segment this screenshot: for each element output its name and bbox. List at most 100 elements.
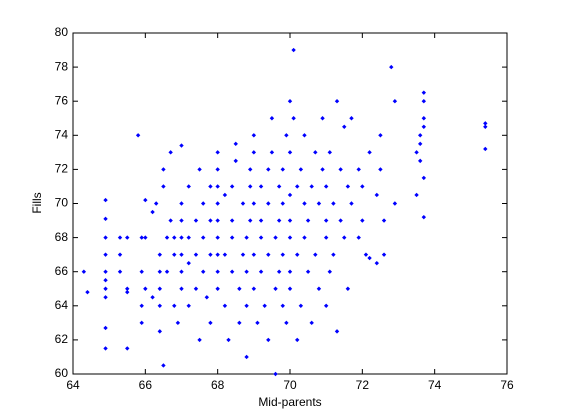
point [483,121,488,126]
point [287,218,293,223]
point [179,201,184,206]
point [421,175,427,181]
point [222,192,228,198]
point [276,184,282,189]
point [172,303,177,308]
point [81,269,87,274]
point [139,320,144,326]
point [374,260,379,266]
point [284,320,289,326]
point [298,303,304,308]
point [179,235,184,240]
point [233,158,238,164]
point [143,197,148,203]
point [103,197,108,203]
point [367,255,372,261]
point [258,235,264,240]
x-tick-label: 68 [211,378,225,392]
point [215,269,220,274]
point [215,235,220,240]
point [237,286,242,291]
point [287,150,293,155]
point [251,133,257,138]
point [179,218,184,223]
point [338,167,343,172]
point [172,235,177,240]
point [381,252,387,257]
x-tick-label: 72 [356,378,370,392]
point [374,192,379,198]
point [248,218,253,223]
point [135,133,141,138]
point [150,209,155,215]
point [280,201,285,206]
point [208,320,213,326]
point [244,354,249,360]
point [125,289,130,295]
point [193,286,199,291]
point [157,286,162,291]
point [139,235,144,240]
point [201,269,206,274]
point [334,329,340,334]
point [367,150,372,155]
point [244,303,249,308]
point [313,252,318,257]
point [186,184,191,189]
point [320,167,325,172]
point [208,252,213,257]
point [103,286,108,291]
x-tick-label: 66 [139,378,153,392]
point [421,214,427,220]
point [345,184,351,189]
point [276,218,282,223]
point [251,150,257,155]
point [414,192,419,198]
point [378,133,383,138]
point [327,269,332,274]
point [418,133,423,138]
point [302,235,307,240]
point [244,235,249,240]
point [483,146,488,152]
point [117,252,123,257]
point [240,201,246,206]
point [342,235,347,240]
point [269,116,275,121]
point [248,184,253,189]
point [280,303,285,308]
point [363,252,369,257]
point [258,184,264,189]
point [215,184,220,189]
point [295,337,300,343]
point [164,235,170,240]
y-tick-label: 80 [55,25,69,39]
point [186,235,191,240]
point [103,325,108,331]
point [143,286,148,291]
point [266,167,271,172]
point [255,320,260,326]
point [349,201,354,206]
point [269,150,275,155]
point [291,116,296,121]
point [201,201,206,206]
point [287,192,293,198]
point [334,99,340,104]
point [323,184,329,189]
point [117,235,123,240]
x-axis-label: Mid-parents [258,395,321,409]
point [266,337,271,343]
point [414,150,419,155]
point [287,269,293,274]
point [125,346,130,351]
point [331,252,336,257]
point [161,363,166,368]
point [193,252,199,257]
point [421,90,427,95]
point [356,235,361,240]
point [179,269,184,274]
point [186,303,191,308]
point [356,167,361,172]
point [280,252,285,257]
